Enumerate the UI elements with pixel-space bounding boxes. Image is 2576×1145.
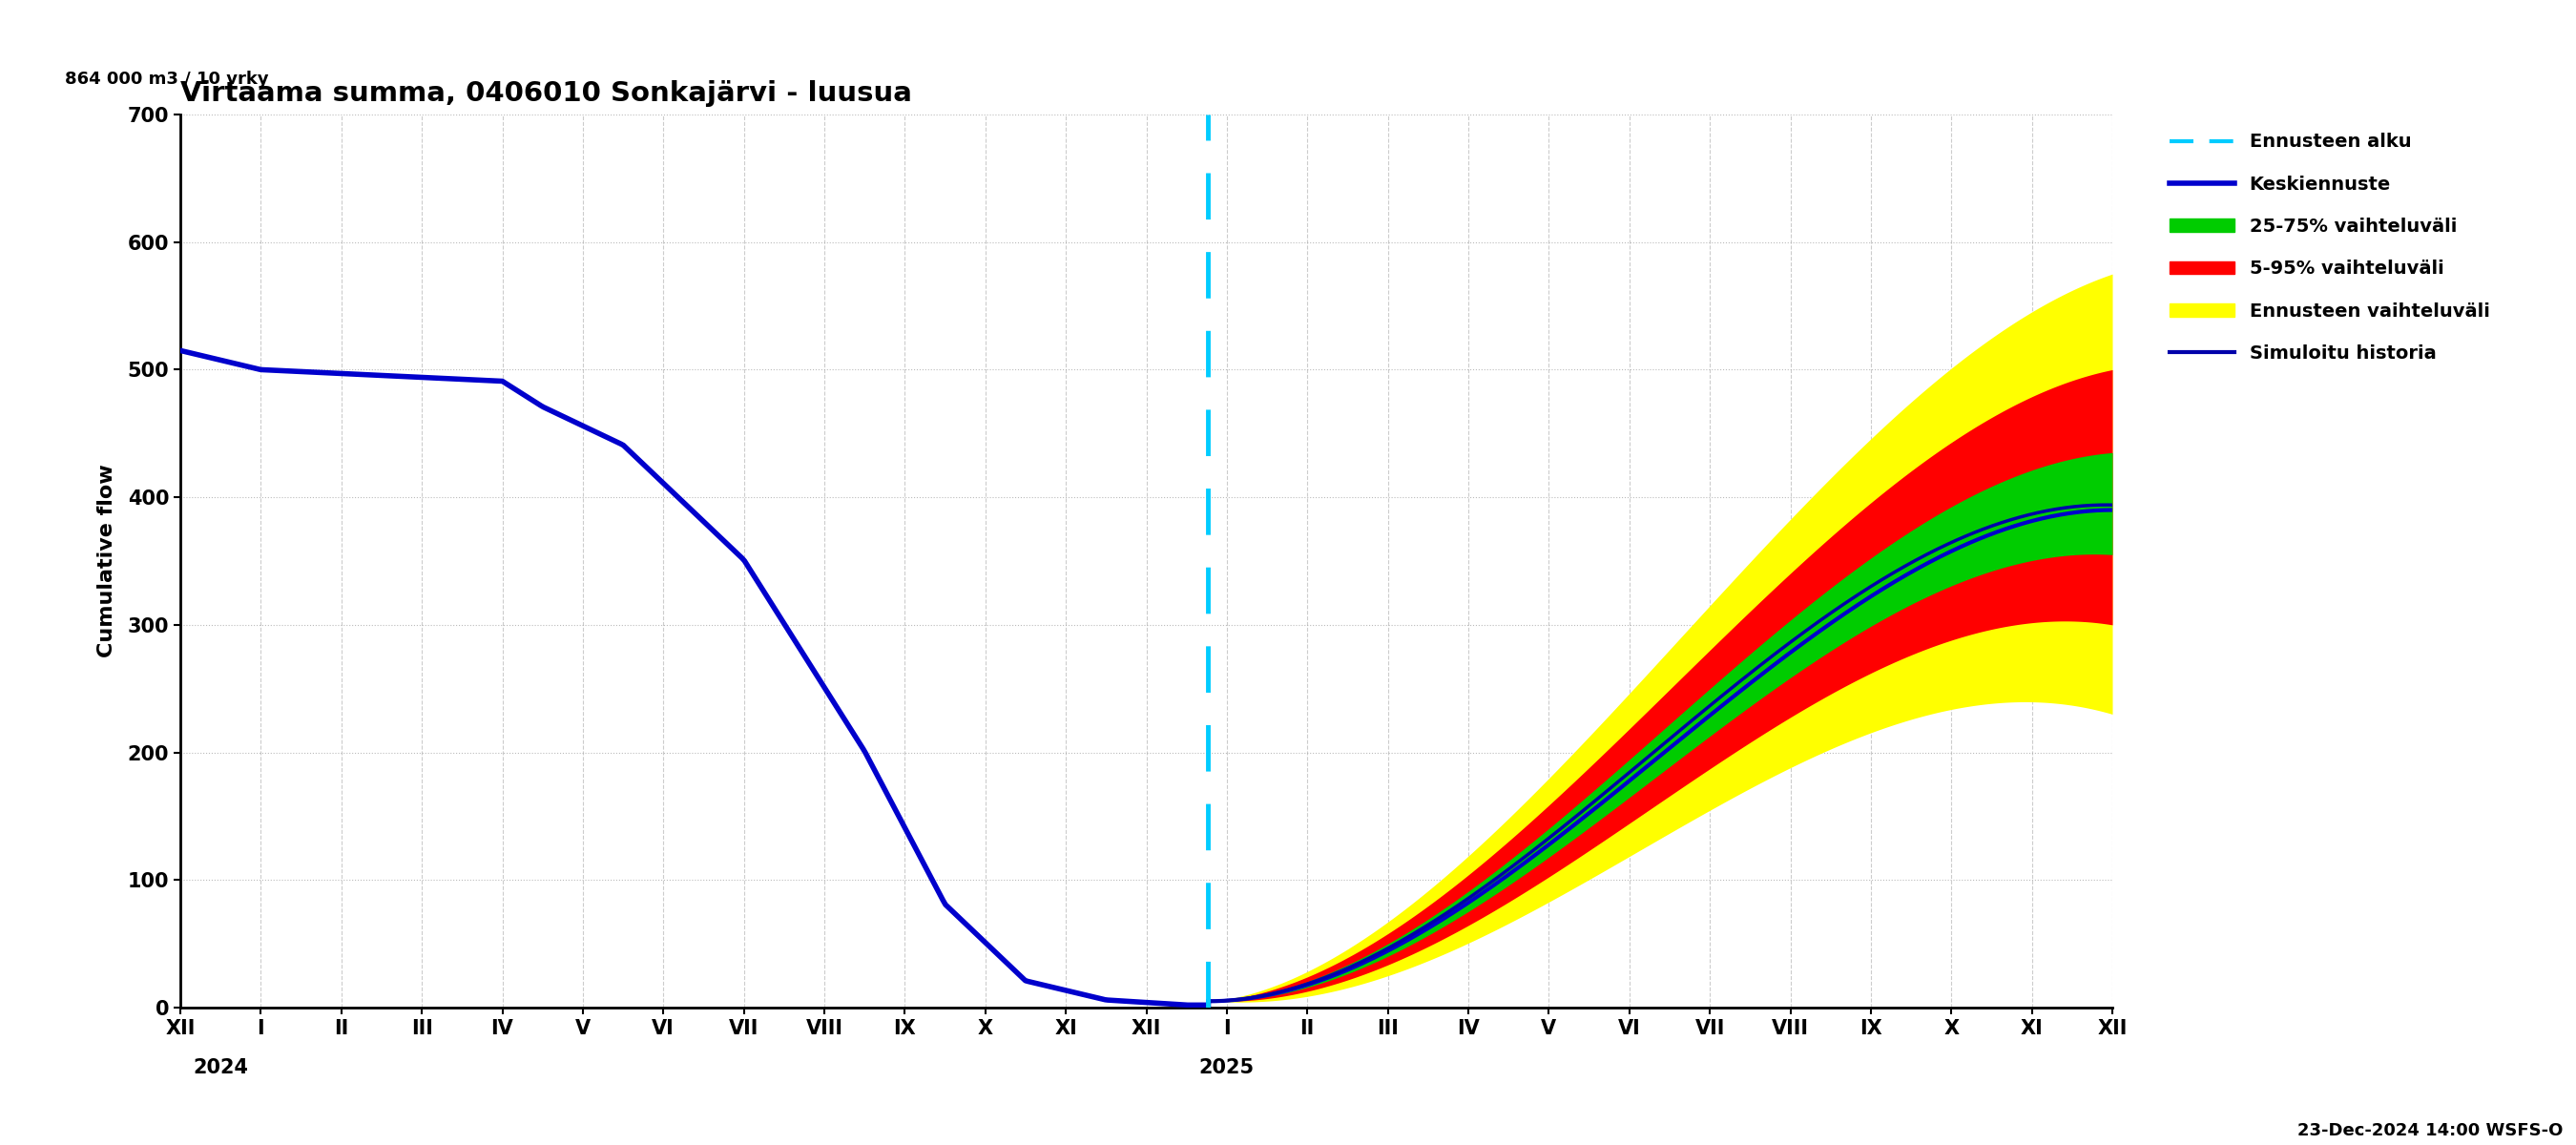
Text: 2024: 2024 <box>193 1058 247 1077</box>
Text: 864 000 m3 / 10 vrky: 864 000 m3 / 10 vrky <box>64 71 268 88</box>
Text: 2025: 2025 <box>1198 1058 1255 1077</box>
Text: 23-Dec-2024 14:00 WSFS-O: 23-Dec-2024 14:00 WSFS-O <box>2298 1122 2563 1139</box>
Y-axis label: Cumulative flow: Cumulative flow <box>98 465 116 657</box>
Text: Virtaama summa, 0406010 Sonkajärvi - luusua: Virtaama summa, 0406010 Sonkajärvi - luu… <box>180 80 912 106</box>
Legend: Ennusteen alku, Keskiennuste, 25-75% vaihteluväli, 5-95% vaihteluväli, Ennusteen: Ennusteen alku, Keskiennuste, 25-75% vai… <box>2161 124 2499 372</box>
